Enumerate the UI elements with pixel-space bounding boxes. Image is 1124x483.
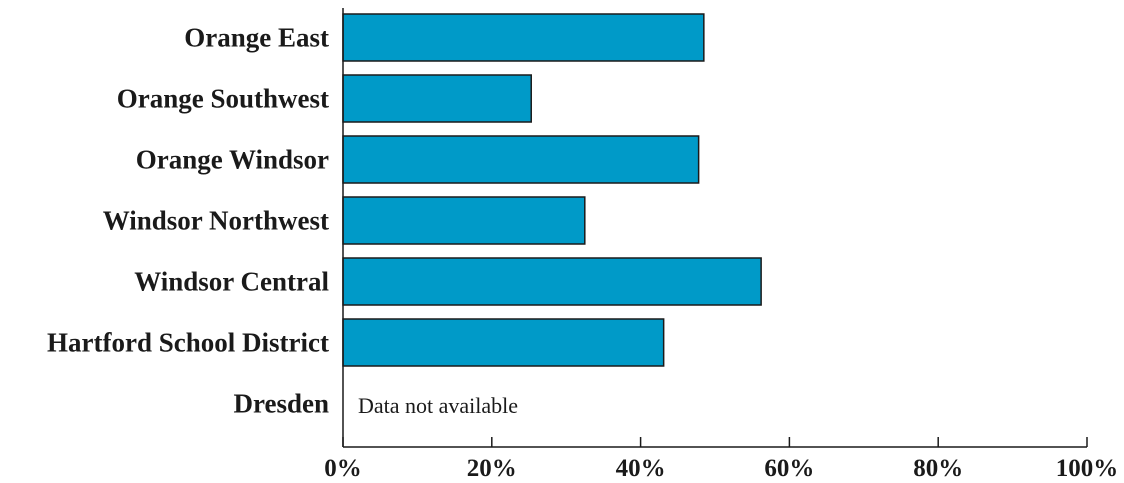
bar-windsor-northwest xyxy=(342,196,586,245)
bars-layer xyxy=(342,13,762,367)
bar-hartford-school-district xyxy=(342,318,665,367)
category-label-dresden: Dresden xyxy=(233,389,329,419)
x-tick-label: 40% xyxy=(616,455,666,482)
x-axis-ticks: 0% 20% 40% 60% 80% 100% xyxy=(324,437,1118,482)
x-tick-label: 100% xyxy=(1056,455,1119,482)
axes xyxy=(342,8,1087,448)
category-label-orange-windsor: Orange Windsor xyxy=(136,145,329,175)
category-label-windsor-central: Windsor Central xyxy=(134,267,329,297)
category-label-hartford-school-district: Hartford School District xyxy=(47,328,329,358)
bar-orange-windsor xyxy=(342,135,700,184)
x-tick-label: 80% xyxy=(913,455,963,482)
category-label-orange-southwest: Orange Southwest xyxy=(117,84,329,114)
x-tick-label: 20% xyxy=(467,455,517,482)
category-label-orange-east: Orange East xyxy=(184,23,329,53)
bar-orange-southwest xyxy=(342,74,532,123)
bar-orange-east xyxy=(342,13,705,62)
x-tick-label: 0% xyxy=(324,455,362,482)
bar-windsor-central xyxy=(342,257,762,306)
category-label-windsor-northwest: Windsor Northwest xyxy=(103,206,329,236)
data-not-available-label: Data not available xyxy=(358,393,518,418)
x-tick-label: 60% xyxy=(764,455,814,482)
category-labels: Orange East Orange Southwest Orange Windso… xyxy=(47,23,518,419)
